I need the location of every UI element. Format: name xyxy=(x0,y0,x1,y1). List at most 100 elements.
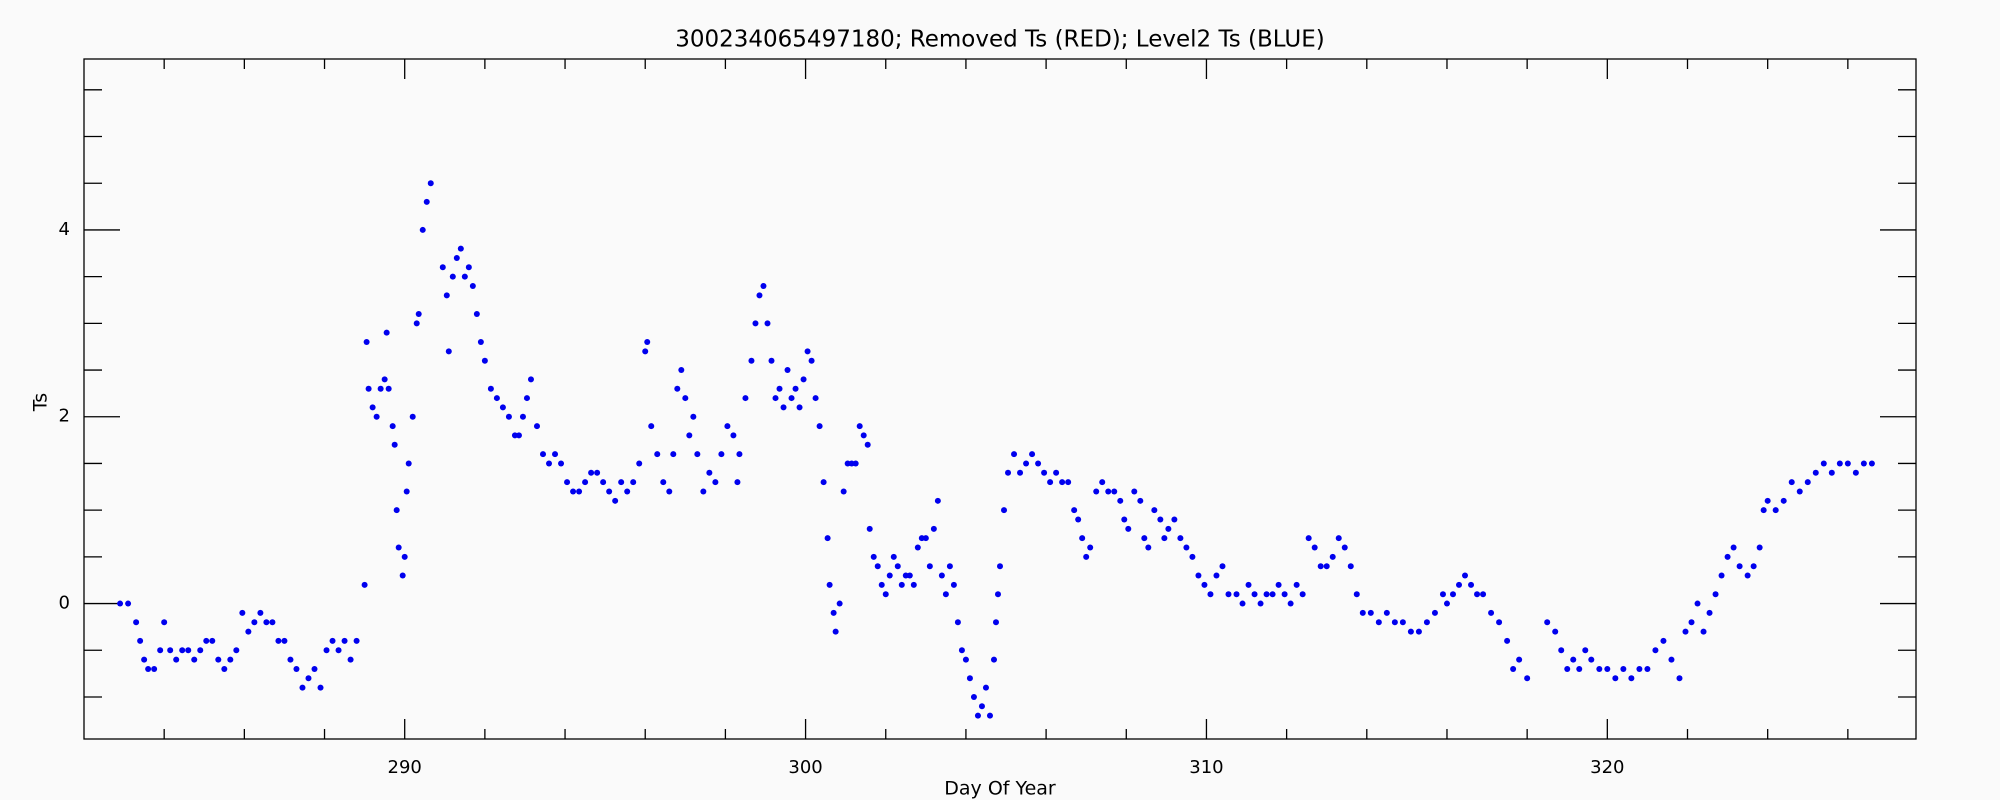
point xyxy=(1117,497,1124,504)
point xyxy=(191,656,198,663)
point xyxy=(660,479,667,486)
point xyxy=(666,488,673,495)
point xyxy=(712,479,719,486)
point xyxy=(1245,581,1252,588)
point xyxy=(499,404,506,411)
point xyxy=(1462,572,1469,579)
point xyxy=(519,413,526,420)
point xyxy=(546,460,553,467)
point xyxy=(816,423,823,430)
point xyxy=(1079,535,1086,542)
point xyxy=(1281,591,1288,598)
point xyxy=(1005,469,1012,476)
point xyxy=(700,488,707,495)
point xyxy=(864,441,871,448)
point xyxy=(245,628,252,635)
point xyxy=(796,404,803,411)
point xyxy=(117,600,124,607)
point xyxy=(1712,591,1719,598)
point xyxy=(1480,591,1487,598)
point xyxy=(630,479,637,486)
point xyxy=(311,665,318,672)
point xyxy=(317,684,324,691)
point xyxy=(1431,609,1438,616)
point xyxy=(1275,581,1282,588)
point xyxy=(1157,516,1164,523)
point xyxy=(1516,656,1523,663)
point xyxy=(618,479,625,486)
y-tick-label: 4 xyxy=(59,219,70,240)
point xyxy=(1041,469,1048,476)
point xyxy=(966,675,973,682)
point xyxy=(1604,665,1611,672)
point xyxy=(1772,507,1779,514)
point xyxy=(133,619,140,626)
point xyxy=(413,320,420,327)
point xyxy=(1844,460,1851,467)
point xyxy=(764,320,771,327)
point xyxy=(477,339,484,346)
point xyxy=(1660,637,1667,644)
point xyxy=(742,395,749,402)
point xyxy=(1111,488,1118,495)
point xyxy=(994,591,1001,598)
point xyxy=(493,395,500,402)
point xyxy=(251,619,258,626)
point xyxy=(157,647,164,654)
point xyxy=(1131,488,1138,495)
point xyxy=(1137,497,1144,504)
point xyxy=(1105,488,1112,495)
point xyxy=(1165,525,1172,532)
point xyxy=(724,423,731,430)
point xyxy=(594,469,601,476)
point xyxy=(914,544,921,551)
point xyxy=(323,647,330,654)
point xyxy=(856,423,863,430)
point xyxy=(341,637,348,644)
point xyxy=(1852,469,1859,476)
point xyxy=(1213,572,1220,579)
point xyxy=(1588,656,1595,663)
point xyxy=(1718,572,1725,579)
point xyxy=(443,292,450,299)
point xyxy=(820,479,827,486)
point xyxy=(682,395,689,402)
point xyxy=(926,563,933,570)
point xyxy=(644,339,651,346)
point xyxy=(197,647,204,654)
point xyxy=(942,591,949,598)
point xyxy=(209,637,216,644)
point xyxy=(1688,619,1695,626)
point xyxy=(570,488,577,495)
x-tick-label: 320 xyxy=(1590,757,1624,778)
point xyxy=(1439,591,1446,598)
point xyxy=(185,647,192,654)
point xyxy=(335,647,342,654)
point xyxy=(997,563,1003,570)
point xyxy=(1744,572,1751,579)
point xyxy=(874,563,881,570)
point xyxy=(974,712,981,719)
point xyxy=(1788,479,1795,486)
point xyxy=(1239,600,1246,607)
point xyxy=(1706,609,1713,616)
point xyxy=(1201,581,1208,588)
point xyxy=(423,198,430,205)
point xyxy=(678,367,685,374)
x-tick-label: 310 xyxy=(1189,757,1223,778)
point xyxy=(1558,647,1565,654)
point xyxy=(1443,600,1450,607)
point xyxy=(1510,665,1517,672)
point xyxy=(1860,460,1867,467)
point xyxy=(648,423,655,430)
point xyxy=(1347,563,1354,570)
point xyxy=(1305,535,1312,542)
point xyxy=(1075,516,1082,523)
point xyxy=(730,432,737,439)
point xyxy=(137,637,144,644)
point xyxy=(840,488,847,495)
x-tick-label: 290 xyxy=(388,757,422,778)
point xyxy=(958,647,965,654)
point xyxy=(898,581,905,588)
point xyxy=(1263,591,1270,598)
